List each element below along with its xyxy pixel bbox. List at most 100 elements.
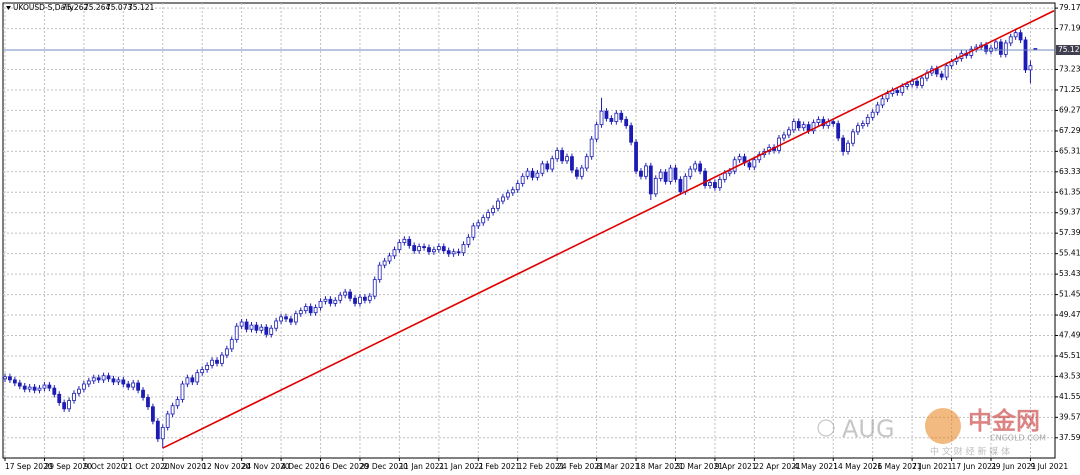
candle-body xyxy=(708,182,712,186)
candle-body xyxy=(1013,32,1018,38)
candle-body xyxy=(170,405,175,415)
y-tick-label: 79.175 xyxy=(1059,3,1080,12)
candle-body xyxy=(831,121,836,124)
header-open: 75.262 xyxy=(62,3,88,12)
candle-body xyxy=(727,170,732,174)
current-price-label: 75.121 xyxy=(1058,45,1080,54)
candle-body xyxy=(796,121,801,129)
candle-body xyxy=(106,375,111,380)
candle-body xyxy=(8,376,12,381)
candle-body xyxy=(210,359,214,366)
candle-body xyxy=(663,171,668,182)
candle-body xyxy=(126,383,131,388)
y-tick-label: 53.435 xyxy=(1059,269,1080,278)
x-tick-label: 18 Mar 2021 xyxy=(636,462,684,471)
candle-body xyxy=(392,249,397,257)
candle-body xyxy=(939,73,944,78)
candle-body xyxy=(535,172,540,178)
candle-body xyxy=(402,238,407,243)
candle-body xyxy=(249,324,254,330)
candle-body xyxy=(604,110,609,119)
candle-body xyxy=(885,93,890,100)
y-tick-label: 63.335 xyxy=(1059,167,1080,176)
candle-body xyxy=(545,163,550,170)
candle-body xyxy=(476,222,481,227)
candle-body xyxy=(259,326,264,331)
x-tick-label: 29 Dec 2020 xyxy=(360,462,408,471)
candle-body xyxy=(994,41,998,49)
candle-body xyxy=(264,326,269,335)
x-tick-label: 7 Jun 2021 xyxy=(912,462,953,471)
candle-body xyxy=(32,386,37,391)
candle-body xyxy=(22,385,27,390)
candle-body xyxy=(417,246,422,252)
y-tick-label: 45.515 xyxy=(1059,351,1080,360)
y-tick-label: 65.315 xyxy=(1059,146,1080,155)
candle-body xyxy=(17,382,22,387)
candle-body xyxy=(436,246,441,251)
candle-body xyxy=(244,321,249,330)
candle-body xyxy=(496,200,500,209)
header-icon xyxy=(6,6,11,10)
candle-body xyxy=(146,397,150,408)
y-tick-label: 47.495 xyxy=(1059,330,1080,339)
candle-body xyxy=(131,382,136,388)
candle-body xyxy=(155,420,160,440)
candle-body xyxy=(37,387,42,391)
watermark-logo-icon xyxy=(925,408,961,444)
candle-body xyxy=(42,384,47,389)
candle-body xyxy=(91,377,96,382)
candle-body xyxy=(737,156,742,161)
candle-body xyxy=(732,159,737,172)
candle-body xyxy=(254,324,259,331)
plot-frame xyxy=(2,2,1056,459)
candle-body xyxy=(72,392,76,401)
candle-body xyxy=(407,238,412,246)
x-tick-label: 26 May 2021 xyxy=(873,462,922,471)
x-tick-label: 16 Dec 2020 xyxy=(321,462,369,471)
candle-body xyxy=(323,298,328,302)
y-tick-label: 69.275 xyxy=(1059,105,1080,114)
candle-body xyxy=(372,279,377,297)
x-tick-label: 12 Nov 2020 xyxy=(202,462,250,471)
candle-body xyxy=(111,378,116,383)
candle-body xyxy=(574,169,579,177)
candle-body xyxy=(1018,32,1023,41)
candle-body xyxy=(446,250,451,255)
candle-body xyxy=(397,242,402,251)
candle-body xyxy=(599,110,604,126)
chart-title: UKOUSD-S,Daily xyxy=(13,3,74,12)
watermark-logo: 中金网 xyxy=(968,407,1040,435)
candle-body xyxy=(12,379,17,384)
y-tick-label: 51.455 xyxy=(1059,290,1080,299)
candle-body xyxy=(387,255,392,262)
candle-body xyxy=(101,375,106,381)
candle-body xyxy=(870,111,875,118)
candle-body xyxy=(328,298,333,304)
y-tick-label: 67.295 xyxy=(1059,126,1080,135)
candle-body xyxy=(308,306,313,314)
candle-body xyxy=(678,178,683,193)
x-tick-label: 9 Jul 2021 xyxy=(1030,462,1068,471)
candle-body xyxy=(200,369,205,374)
candle-body xyxy=(594,124,599,140)
candle-body xyxy=(1008,36,1013,44)
candle-body xyxy=(1003,42,1008,55)
candle-body xyxy=(377,264,382,281)
candle-body xyxy=(658,171,663,179)
candle-body xyxy=(190,377,195,383)
x-tick-label: 9 Apr 2021 xyxy=(715,462,757,471)
candle-body xyxy=(358,296,362,304)
candle-body xyxy=(644,165,648,177)
candle-body xyxy=(274,320,279,329)
candle-body xyxy=(525,170,530,177)
candle-body xyxy=(653,177,658,195)
candle-body xyxy=(486,212,491,219)
x-tick-label: 17 Sep 2020 xyxy=(5,462,53,471)
candle-body xyxy=(944,65,949,78)
x-tick-label: 14 May 2021 xyxy=(833,462,882,471)
candle-body xyxy=(224,348,229,356)
candle-body xyxy=(481,217,486,224)
candle-body xyxy=(846,142,850,152)
candle-body xyxy=(639,170,643,177)
